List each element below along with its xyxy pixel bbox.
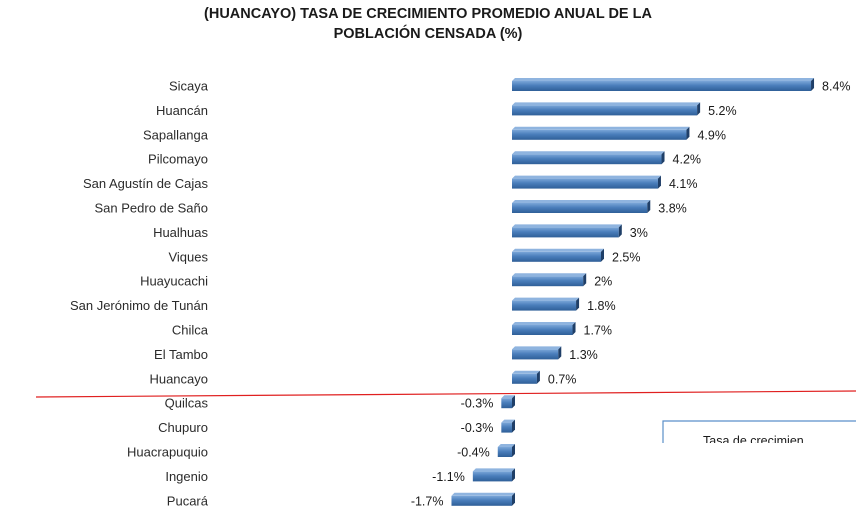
value-label-viques: 2.5% [612, 250, 641, 264]
category-label-san-agustin-de-cajas: San Agustín de Cajas [83, 176, 209, 191]
bar-huayucachi [512, 273, 587, 287]
value-label-chupuro: -0.3% [461, 421, 494, 435]
value-label-huacrapuquio: -0.4% [457, 446, 490, 460]
category-label-quilcas: Quilcas [165, 396, 209, 411]
category-label-ingenio: Ingenio [165, 469, 208, 484]
category-label-sapallanga: Sapallanga [143, 127, 209, 142]
category-label-huacrapuquio: Huacrapuquio [127, 445, 208, 460]
value-label-san-agustin-de-cajas: 4.1% [669, 177, 698, 191]
category-label-chupuro: Chupuro [158, 420, 208, 435]
bar-sapallanga [512, 126, 690, 140]
value-label-el-tambo: 1.3% [569, 348, 598, 362]
bar-ingenio [472, 468, 515, 482]
bar-chupuro [501, 419, 515, 433]
bar-huacrapuquio [497, 444, 515, 457]
chart-title-line-1: (HUANCAYO) TASA DE CRECIMIENTO PROMEDIO … [204, 6, 652, 22]
category-label-san-pedro-de-sano: San Pedro de Saño [95, 201, 208, 216]
bar-san-agustin-de-cajas [512, 175, 661, 189]
bar-san-pedro-de-sano [512, 200, 651, 213]
category-label-chilca: Chilca [172, 323, 209, 338]
category-label-huancan: Huancán [156, 103, 208, 118]
value-label-huancan: 5.2% [708, 104, 737, 118]
bar-huancayo [512, 370, 540, 384]
value-label-ingenio: -1.1% [432, 470, 465, 484]
value-label-san-pedro-de-sano: 3.8% [658, 202, 687, 216]
bar-pucara [451, 492, 515, 506]
bar-viques [512, 248, 604, 262]
bar-hualhuas [512, 224, 622, 238]
separator-line [35, 390, 856, 398]
bar-quilcas [501, 395, 515, 409]
bar-san-jeronimo-de-tunan [512, 297, 580, 311]
value-label-pucara: -1.7% [411, 494, 444, 508]
bar-pilcomayo [512, 151, 665, 165]
value-label-chilca: 1.7% [584, 324, 613, 338]
bar-chilca [512, 322, 576, 335]
category-label-el-tambo: El Tambo [154, 347, 208, 362]
value-label-san-jeronimo-de-tunan: 1.8% [587, 299, 616, 313]
chart-title-line-2: POBLACIÓN CENSADA (%) [333, 26, 523, 42]
value-label-huayucachi: 2% [594, 275, 612, 289]
value-label-sapallanga: 4.9% [697, 128, 726, 142]
bar-el-tambo [512, 346, 562, 360]
chart-title: (HUANCAYO) TASA DE CRECIMIENTO PROMEDIO … [0, 4, 856, 44]
legend-box [662, 420, 856, 443]
value-label-quilcas: -0.3% [461, 397, 494, 411]
category-label-huancayo: Huancayo [149, 371, 208, 386]
bar-huancan [512, 102, 701, 116]
category-label-pucara: Pucará [167, 493, 209, 508]
category-label-san-jeronimo-de-tunan: San Jerónimo de Tunán [70, 298, 208, 313]
value-label-hualhuas: 3% [630, 226, 648, 240]
category-label-viques: Viques [168, 249, 208, 264]
value-label-huancayo: 0.7% [548, 372, 577, 386]
value-label-pilcomayo: 4.2% [673, 153, 702, 167]
bar-sicaya [512, 78, 815, 91]
category-label-sicaya: Sicaya [169, 79, 209, 94]
category-label-pilcomayo: Pilcomayo [148, 152, 208, 167]
category-label-hualhuas: Hualhuas [153, 225, 208, 240]
value-label-sicaya: 8.4% [822, 80, 851, 94]
category-label-huayucachi: Huayucachi [140, 274, 208, 289]
